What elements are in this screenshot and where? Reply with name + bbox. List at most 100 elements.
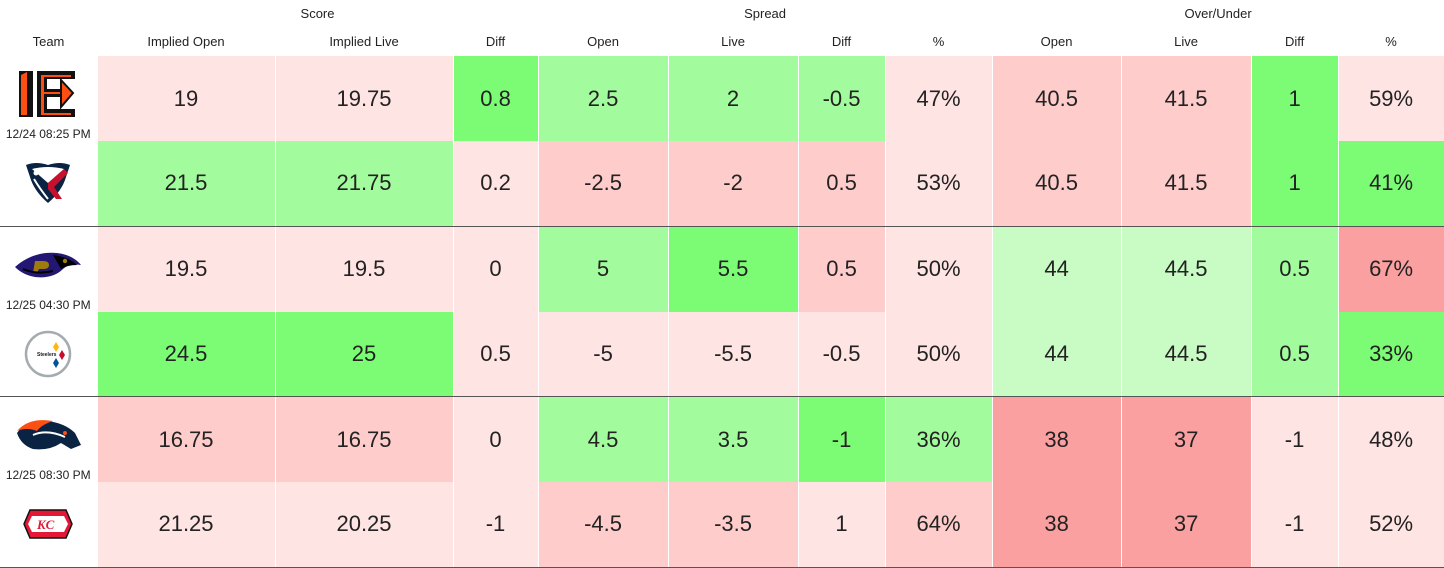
ou-live: 41.5 <box>1121 56 1252 141</box>
score-diff: 0.2 <box>453 141 539 227</box>
ou-live: 41.5 <box>1121 141 1252 227</box>
table-row: KC 21.25 20.25 -1 -4.5 -3.5 1 64% 38 37 … <box>0 482 1444 568</box>
ou-diff: 1 <box>1251 141 1339 227</box>
col-header-ou-open[interactable]: Open <box>992 27 1122 56</box>
spread-live: -2 <box>668 141 799 227</box>
spread-diff: -1 <box>798 396 886 482</box>
team-cell: Steelers <box>0 311 98 397</box>
spread-open: -4.5 <box>538 482 669 568</box>
spread-live: 2 <box>668 56 799 141</box>
spread-pct: 64% <box>885 482 993 568</box>
steelers-logo-text: Steelers <box>37 352 57 358</box>
spread-live: -5.5 <box>668 311 799 397</box>
ou-diff: 0.5 <box>1251 311 1339 397</box>
chiefs-logo-icon: KC <box>23 509 74 539</box>
chiefs-logo-text: KC <box>36 517 55 532</box>
col-header-spread-pct[interactable]: % <box>885 27 993 56</box>
team-cell: 12/24 08:25 PM <box>0 56 98 141</box>
ou-pct: 48% <box>1338 396 1444 482</box>
steelers-logo-icon: Steelers <box>25 330 72 377</box>
table-row: 12/25 04:30 PM 19.5 19.5 0 5 5.5 0.5 50%… <box>0 226 1444 312</box>
ou-diff: 1 <box>1251 56 1339 141</box>
spread-live: 3.5 <box>668 396 799 482</box>
ou-pct: 41% <box>1338 141 1444 227</box>
implied-open: 19.5 <box>97 226 276 312</box>
ou-open: 38 <box>992 482 1122 568</box>
ou-pct: 59% <box>1338 56 1444 141</box>
ravens-logo-icon <box>15 252 82 277</box>
spread-diff: -0.5 <box>798 56 886 141</box>
group-header-score: Score <box>97 0 539 27</box>
ou-live: 44.5 <box>1121 311 1252 397</box>
spread-live: -3.5 <box>668 482 799 568</box>
col-header-implied-open[interactable]: Implied Open <box>97 27 275 56</box>
table-row: Steelers 24.5 25 0.5 -5 -5.5 -0.5 50% 44… <box>0 311 1444 397</box>
col-header-spread-diff[interactable]: Diff <box>798 27 886 56</box>
col-header-ou-pct[interactable]: % <box>1338 27 1444 56</box>
implied-live: 19.5 <box>275 226 454 312</box>
col-header-spread-live[interactable]: Live <box>668 27 799 56</box>
team-cell: 12/25 04:30 PM <box>0 226 98 312</box>
spread-pct: 36% <box>885 396 993 482</box>
game-time: 12/25 08:30 PM <box>5 468 91 482</box>
spread-open: -2.5 <box>538 141 669 227</box>
implied-open: 19 <box>97 56 276 141</box>
spread-pct: 53% <box>885 141 993 227</box>
ou-pct: 67% <box>1338 226 1444 312</box>
implied-live: 16.75 <box>275 396 454 482</box>
score-diff: 0 <box>453 226 539 312</box>
col-header-score-diff[interactable]: Diff <box>453 27 539 56</box>
col-header-implied-live[interactable]: Implied Live <box>275 27 453 56</box>
game-time: 12/25 04:30 PM <box>5 297 91 312</box>
table-row: 12/25 08:30 PM 16.75 16.75 0 4.5 3.5 -1 … <box>0 396 1444 482</box>
col-header-spread-open[interactable]: Open <box>538 27 669 56</box>
spread-open: 4.5 <box>538 396 669 482</box>
ou-diff: -1 <box>1251 396 1339 482</box>
ou-pct: 52% <box>1338 482 1444 568</box>
ou-live: 37 <box>1121 482 1252 568</box>
game-time: 12/24 08:25 PM <box>5 127 91 141</box>
implied-live: 25 <box>275 311 454 397</box>
spread-pct: 50% <box>885 226 993 312</box>
ou-live: 44.5 <box>1121 226 1252 312</box>
ou-diff: 0.5 <box>1251 226 1339 312</box>
spread-open: -5 <box>538 311 669 397</box>
team-cell <box>0 141 98 227</box>
implied-live: 19.75 <box>275 56 454 141</box>
score-diff: 0 <box>453 396 539 482</box>
group-header-spread: Spread <box>538 0 993 27</box>
implied-open: 24.5 <box>97 311 276 397</box>
col-header-ou-diff[interactable]: Diff <box>1251 27 1339 56</box>
bengals-logo-icon <box>19 71 76 117</box>
spread-pct: 47% <box>885 56 993 141</box>
ou-open: 40.5 <box>992 141 1122 227</box>
col-header-team[interactable]: Team <box>0 27 97 56</box>
implied-live: 20.25 <box>275 482 454 568</box>
implied-open: 16.75 <box>97 396 276 482</box>
table-row: 21.5 21.75 0.2 -2.5 -2 0.5 53% 40.5 41.5… <box>0 141 1444 227</box>
spread-diff: 0.5 <box>798 226 886 312</box>
score-diff: 0.8 <box>453 56 539 141</box>
ou-open: 44 <box>992 311 1122 397</box>
ou-open: 40.5 <box>992 56 1122 141</box>
col-header-ou-live[interactable]: Live <box>1121 27 1252 56</box>
group-header-over-under: Over/Under <box>992 0 1444 27</box>
score-diff: 0.5 <box>453 311 539 397</box>
spread-open: 5 <box>538 226 669 312</box>
ou-live: 37 <box>1121 396 1252 482</box>
ou-diff: -1 <box>1251 482 1339 568</box>
texans-logo-icon <box>26 163 71 203</box>
spread-pct: 50% <box>885 311 993 397</box>
implied-live: 21.75 <box>275 141 454 227</box>
spread-diff: -0.5 <box>798 311 886 397</box>
spread-live: 5.5 <box>668 226 799 312</box>
ou-open: 38 <box>992 396 1122 482</box>
table-row: 12/24 08:25 PM 19 19.75 0.8 2.5 2 -0.5 4… <box>0 56 1444 141</box>
implied-open: 21.5 <box>97 141 276 227</box>
ou-pct: 33% <box>1338 311 1444 397</box>
implied-open: 21.25 <box>97 482 276 568</box>
spread-diff: 1 <box>798 482 886 568</box>
score-diff: -1 <box>453 482 539 568</box>
spread-open: 2.5 <box>538 56 669 141</box>
